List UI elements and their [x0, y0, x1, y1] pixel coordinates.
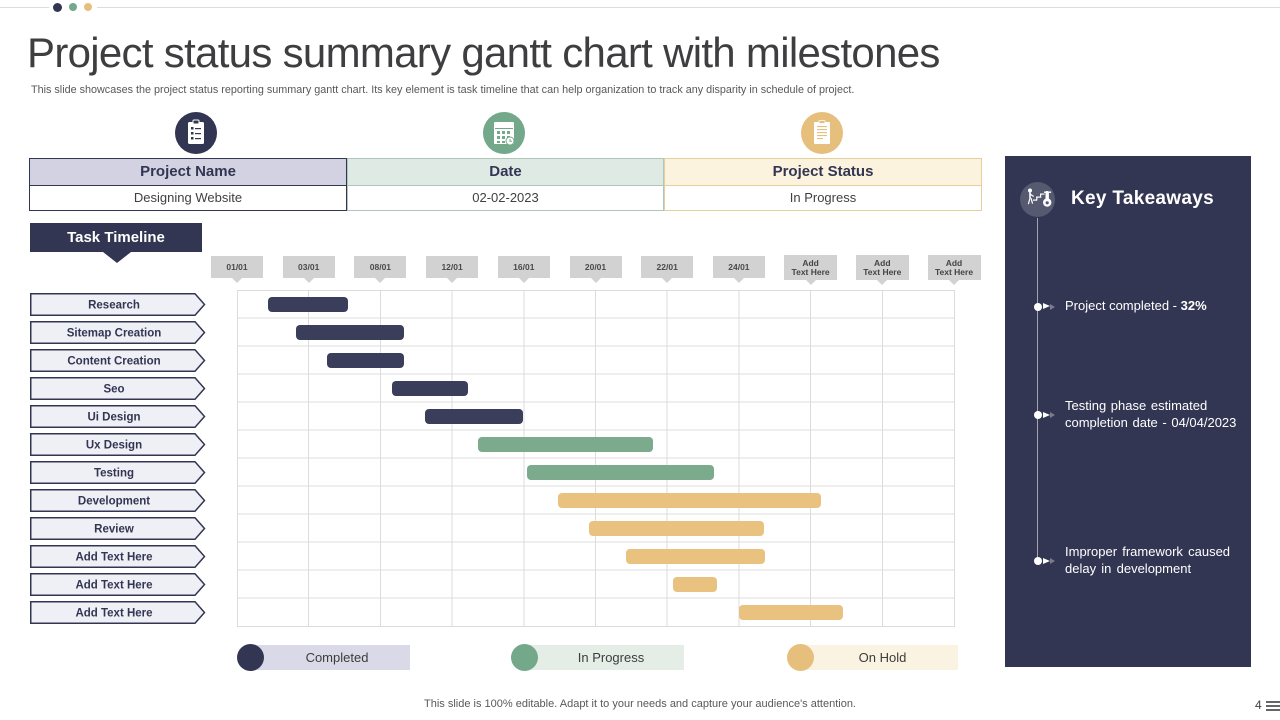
- svg-text:Add Text Here: Add Text Here: [75, 551, 152, 563]
- svg-text:Testing: Testing: [94, 467, 134, 479]
- svg-text:Ux Design: Ux Design: [86, 439, 142, 451]
- svg-text:Research: Research: [88, 299, 140, 311]
- svg-text:Development: Development: [78, 495, 150, 507]
- svg-text:Seo: Seo: [103, 383, 124, 395]
- svg-text:Ui Design: Ui Design: [87, 411, 140, 423]
- svg-text:Content Creation: Content Creation: [67, 355, 160, 367]
- svg-text:Add Text Here: Add Text Here: [75, 579, 152, 591]
- svg-text:Sitemap Creation: Sitemap Creation: [67, 327, 162, 339]
- svg-text:Review: Review: [94, 523, 134, 535]
- svg-text:Add Text Here: Add Text Here: [75, 607, 152, 619]
